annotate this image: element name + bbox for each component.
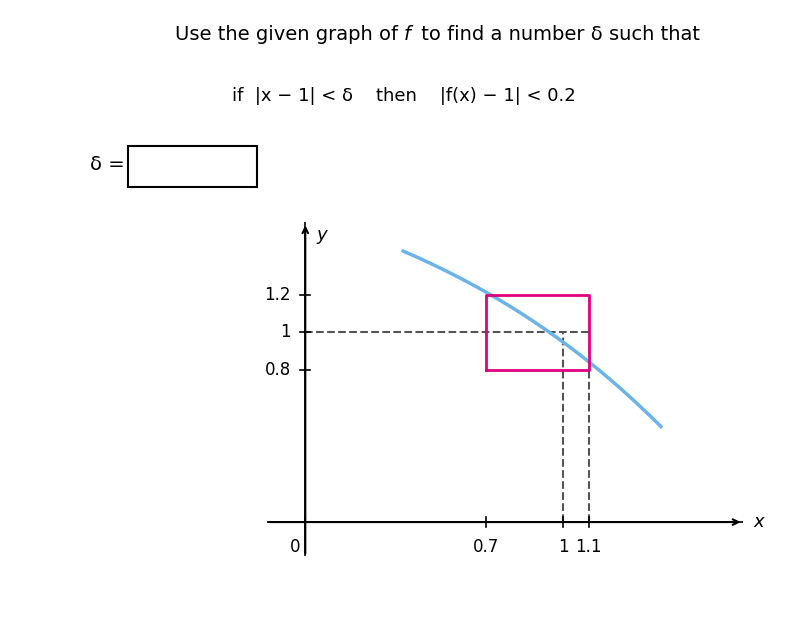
Text: to find a number δ such that: to find a number δ such that — [415, 25, 700, 44]
Text: if  |x − 1| < δ    then    |f(x) − 1| < 0.2: if |x − 1| < δ then |f(x) − 1| < 0.2 — [232, 87, 576, 105]
Text: 1.2: 1.2 — [265, 286, 291, 303]
Text: 1.1: 1.1 — [575, 538, 602, 556]
Text: 0.7: 0.7 — [473, 538, 499, 556]
FancyBboxPatch shape — [128, 146, 257, 187]
Text: 1: 1 — [558, 538, 568, 556]
Text: f: f — [404, 25, 411, 44]
Text: y: y — [317, 226, 327, 244]
Text: δ =: δ = — [90, 155, 125, 174]
Text: 1: 1 — [280, 323, 291, 342]
Text: Use the given graph of: Use the given graph of — [175, 25, 404, 44]
Text: 0: 0 — [290, 538, 301, 556]
Text: x: x — [754, 513, 764, 531]
Text: 0.8: 0.8 — [265, 362, 291, 379]
